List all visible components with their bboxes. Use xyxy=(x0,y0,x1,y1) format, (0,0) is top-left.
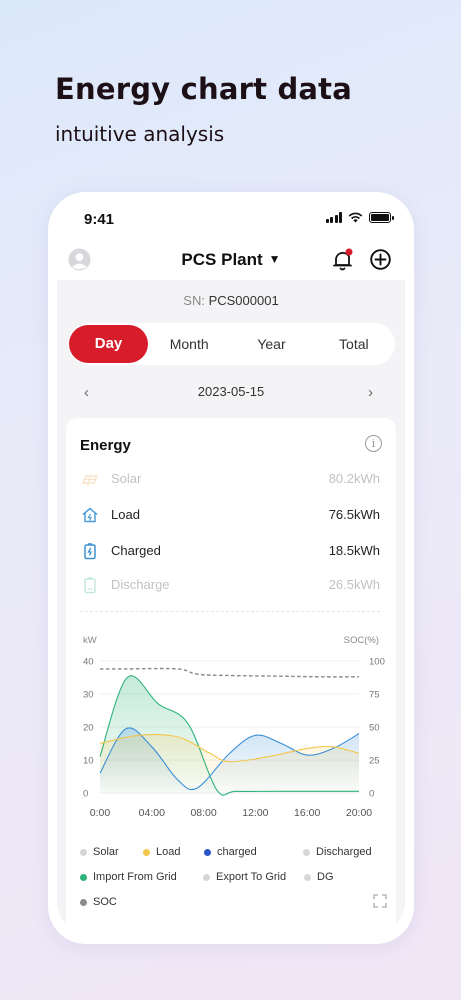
battery-icon xyxy=(369,212,394,223)
energy-value: 80.2kWh xyxy=(328,471,380,486)
legend-dot xyxy=(80,898,87,906)
energy-line-chart[interactable]: kW SOC(%) 0 10 20 30 40 0 25 50 75 100 0:00 04:00 08… xyxy=(66,627,396,832)
tab-year[interactable]: Year xyxy=(257,336,286,352)
legend-label: SOC xyxy=(93,896,117,908)
notification-bell-icon[interactable] xyxy=(332,248,354,272)
y-tick-label: 40 xyxy=(83,657,94,668)
energy-row-load: Load 76.5kWh xyxy=(80,504,380,526)
date-navigator: ‹ 2023-05-15 › xyxy=(57,384,405,404)
legend-dot xyxy=(203,873,210,881)
legend-dot xyxy=(143,848,150,856)
x-tick-label: 0:00 xyxy=(90,807,111,819)
legend-dot xyxy=(80,848,87,856)
x-tick-label: 08:00 xyxy=(190,807,216,819)
tab-total[interactable]: Total xyxy=(339,336,369,352)
series-line-charged xyxy=(99,727,360,791)
info-icon[interactable]: i xyxy=(365,435,382,452)
chevron-down-icon: ▼ xyxy=(268,252,281,266)
add-plant-icon[interactable] xyxy=(370,249,391,270)
energy-card: Energy i Solar 80.2kWh Load 76.5kWh xyxy=(66,418,396,932)
energy-value: 18.5kWh xyxy=(328,543,380,558)
battery-charge-icon xyxy=(84,543,96,560)
x-tick-label: 16:00 xyxy=(294,807,320,819)
app-screen: 9:41 PCS Plant ▼ SN: PCS000001 Day xyxy=(57,200,405,932)
energy-label: Load xyxy=(111,507,140,522)
legend-label: Solar xyxy=(93,846,119,858)
status-icons xyxy=(325,212,394,223)
legend-item-discharged[interactable]: Discharged xyxy=(303,846,372,858)
y2-tick-label: 0 xyxy=(369,789,374,800)
legend-item-charged[interactable]: charged xyxy=(204,846,257,858)
energy-value: 76.5kWh xyxy=(328,507,380,522)
x-tick-label: 04:00 xyxy=(139,807,165,819)
x-tick-label: 12:00 xyxy=(242,807,268,819)
x-tick-label: 20:00 xyxy=(346,807,372,819)
legend-label: Discharged xyxy=(316,846,372,858)
series-line-load xyxy=(99,733,360,763)
legend-item-export-to-grid[interactable]: Export To Grid xyxy=(203,871,286,883)
divider xyxy=(80,611,380,612)
promo-headline: Energy chart data xyxy=(55,72,353,106)
legend-dot xyxy=(204,848,211,856)
status-time: 9:41 xyxy=(84,211,115,228)
serial-value: PCS000001 xyxy=(208,293,279,308)
energy-label: Discharge xyxy=(111,577,170,592)
next-date-icon[interactable]: › xyxy=(368,384,373,401)
serial-number: SN: PCS000001 xyxy=(57,293,405,308)
prev-date-icon[interactable]: ‹ xyxy=(84,384,89,401)
energy-row-solar: Solar 80.2kWh xyxy=(80,468,380,490)
legend-label: DG xyxy=(317,871,334,883)
wifi-icon xyxy=(348,212,363,223)
series-area-load xyxy=(100,734,359,793)
legend-item-load[interactable]: Load xyxy=(143,846,180,858)
y-tick-label: 0 xyxy=(83,789,88,800)
y-tick-label: 30 xyxy=(83,690,94,701)
period-tabs: Day Month Year Total xyxy=(68,323,395,365)
tab-day[interactable]: Day xyxy=(69,325,148,363)
plant-selector[interactable]: PCS Plant ▼ xyxy=(57,250,405,270)
energy-label: Charged xyxy=(111,543,161,558)
series-line-import-from-grid xyxy=(99,675,359,796)
y2-tick-label: 25 xyxy=(369,756,380,767)
y-tick-label: 10 xyxy=(83,756,94,767)
legend-label: Import From Grid xyxy=(93,871,177,883)
app-header xyxy=(57,200,405,280)
current-date[interactable]: 2023-05-15 xyxy=(197,384,265,399)
legend-dot xyxy=(303,848,310,856)
legend-item-soc[interactable]: SOC xyxy=(80,896,117,908)
plant-name: PCS Plant xyxy=(181,250,263,269)
series-line-soc xyxy=(100,667,360,678)
legend-dot xyxy=(304,873,311,881)
legend-label: charged xyxy=(217,846,257,858)
legend-item-import-from-grid[interactable]: Import From Grid xyxy=(80,871,177,883)
left-axis-label: kW xyxy=(83,635,97,646)
y2-tick-label: 75 xyxy=(369,690,380,701)
promo-subhead: intuitive analysis xyxy=(55,122,225,146)
avatar[interactable] xyxy=(68,248,91,271)
legend-label: Export To Grid xyxy=(216,871,287,883)
energy-row-discharge: Discharge 26.5kWh xyxy=(80,574,380,596)
legend-item-solar[interactable]: Solar xyxy=(80,846,119,858)
tab-month[interactable]: Month xyxy=(169,336,209,352)
legend-item-dg[interactable]: DG xyxy=(304,871,334,883)
right-axis-label: SOC(%) xyxy=(344,635,379,646)
energy-value: 26.5kWh xyxy=(328,577,380,592)
energy-label: Solar xyxy=(111,471,142,486)
y-tick-label: 20 xyxy=(83,723,94,734)
home-load-icon xyxy=(82,507,98,523)
solar-panel-icon xyxy=(81,475,99,486)
cellular-signal-icon xyxy=(325,212,342,223)
y2-tick-label: 50 xyxy=(369,723,380,734)
y2-tick-label: 100 xyxy=(369,657,385,668)
energy-row-charged: Charged 18.5kWh xyxy=(80,540,380,562)
legend-label: Load xyxy=(156,846,181,858)
legend-dot xyxy=(80,873,87,881)
card-title: Energy xyxy=(80,437,131,454)
serial-label: SN: xyxy=(183,293,205,308)
fullscreen-icon[interactable] xyxy=(373,894,387,908)
battery-discharge-icon xyxy=(84,577,96,594)
